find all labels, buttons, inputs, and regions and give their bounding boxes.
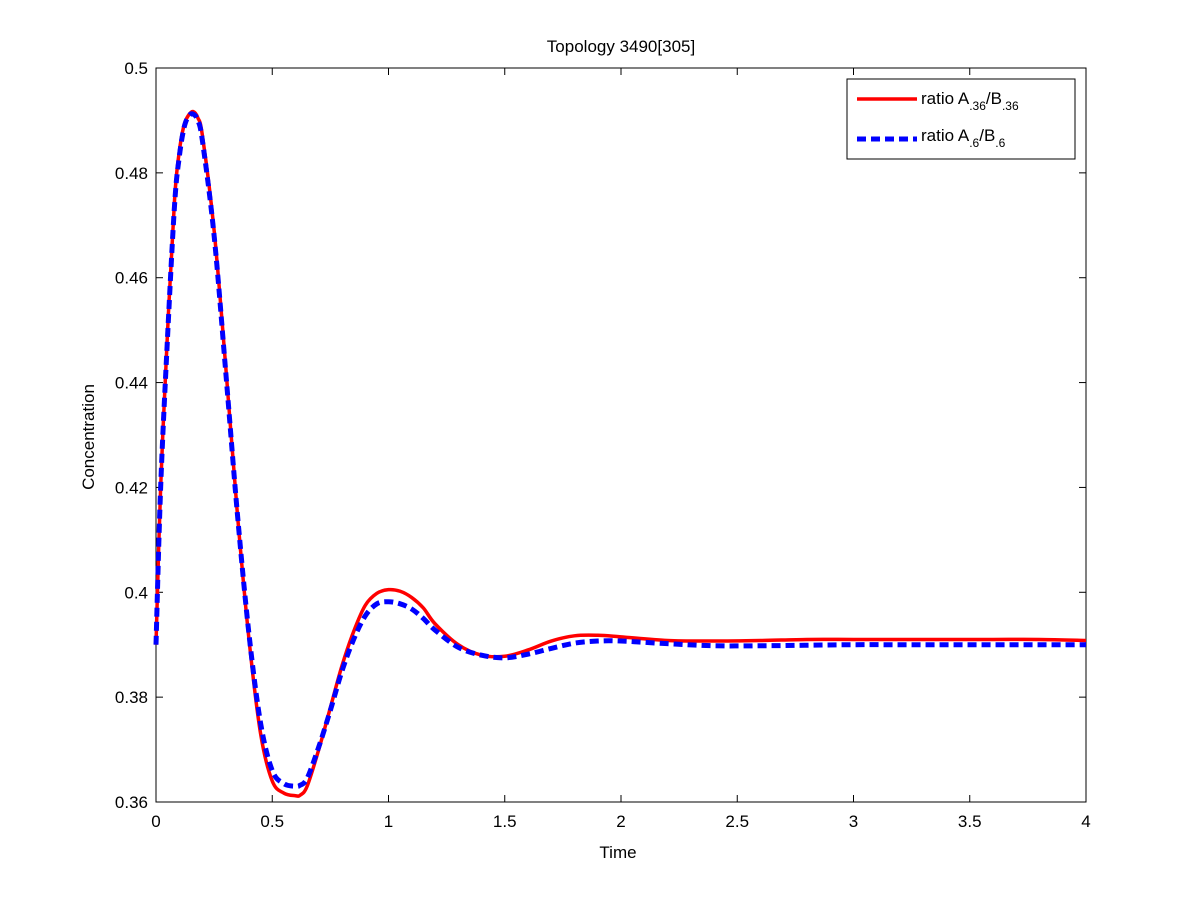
x-tick-label: 2 <box>616 812 625 831</box>
x-tick-label: 3.5 <box>958 812 982 831</box>
y-tick-label: 0.4 <box>124 583 148 602</box>
legend-box <box>846 78 1076 160</box>
y-tick-label: 0.42 <box>115 478 148 497</box>
y-tick-label: 0.48 <box>115 164 148 183</box>
x-tick-label: 4 <box>1081 812 1090 831</box>
x-tick-label: 2.5 <box>725 812 749 831</box>
x-tick-label: 0.5 <box>260 812 284 831</box>
x-tick-label: 3 <box>849 812 858 831</box>
legend-entry-series-1: ratio A.36/B.36 <box>921 89 1019 113</box>
series-line-2 <box>153 111 1086 789</box>
y-tick-label: 0.36 <box>115 793 148 812</box>
legend: ratio A.36/B.36 ratio A.6/B.6 <box>846 78 1076 160</box>
x-tick-label: 1 <box>384 812 393 831</box>
series-lines <box>153 109 1087 798</box>
x-tick-label: 0 <box>151 812 160 831</box>
legend-entry-series-2: ratio A.6/B.6 <box>921 126 1006 150</box>
y-axis-title: Concentration <box>79 384 98 490</box>
x-tick-label: 1.5 <box>493 812 517 831</box>
y-tick-label: 0.44 <box>115 374 148 393</box>
x-axis-title: Time <box>599 843 636 862</box>
plot-area <box>155 67 1087 803</box>
y-tick-label: 0.38 <box>115 688 148 707</box>
y-tick-label: 0.5 <box>124 59 148 78</box>
chart-title: Topology 3490[305] <box>547 37 695 56</box>
axis-ticks: 0 0.5 1 1.5 2 2.5 3 3.5 4 0.36 0.38 0.4 0.42 0.44 0.46… <box>115 59 1091 831</box>
y-tick-label: 0.46 <box>115 269 148 288</box>
